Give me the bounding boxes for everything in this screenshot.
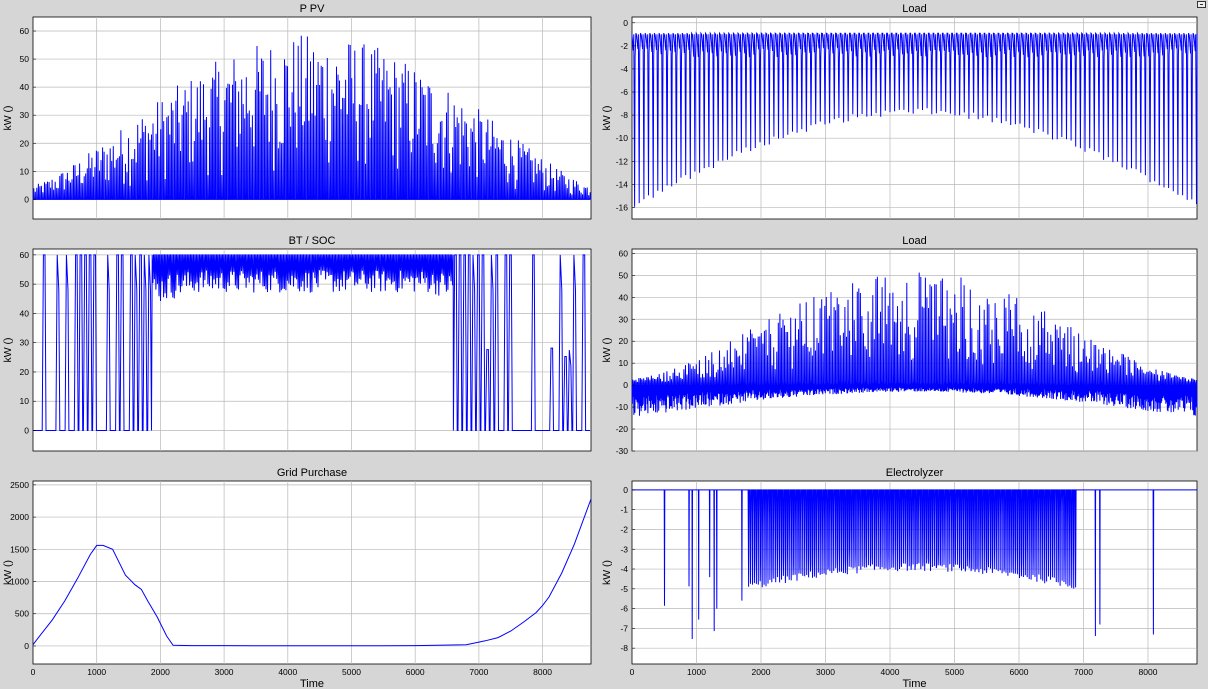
x-axis-label: Time <box>902 678 926 689</box>
x-tick-label: 8000 <box>1139 667 1158 677</box>
y-tick-label: 0 <box>24 426 29 436</box>
y-tick-label: 50 <box>20 279 30 289</box>
y-tick-label: 10 <box>20 166 30 176</box>
y-tick-label: 2000 <box>10 512 29 522</box>
plot-area <box>32 480 592 665</box>
y-tick-label: 40 <box>619 292 629 302</box>
y-tick-label: 500 <box>15 609 29 619</box>
x-tick-label: 1000 <box>687 667 706 677</box>
y-tick-label: -10 <box>616 133 629 143</box>
y-tick-label: 1500 <box>10 544 29 554</box>
chart-panel-4: 60 50 40 30 20 10 0 -10 -20 -30 Load kW () <box>601 235 1198 456</box>
y-tick-label: -4 <box>620 64 628 74</box>
y-tick-label: 0 <box>623 380 628 390</box>
x-tick-label: 2000 <box>752 667 771 677</box>
y-tick-label: -6 <box>620 604 628 614</box>
y-axis-label: kW () <box>2 105 14 130</box>
x-tick-label: 8000 <box>533 667 552 677</box>
x-tick-label: 0 <box>630 667 635 677</box>
chart-panel-1: 0 10 20 30 40 50 60 P PV kW () <box>2 3 592 220</box>
y-tick-label: -2 <box>620 524 628 534</box>
x-tick-label: 7000 <box>469 667 488 677</box>
y-tick-label: -4 <box>620 564 628 574</box>
y-tick-label: 20 <box>619 336 629 346</box>
y-tick-label: -2 <box>620 41 628 51</box>
y-tick-label: 0 <box>24 194 29 204</box>
y-tick-label: -10 <box>616 402 629 412</box>
chart-title: Electrolyzer <box>886 467 944 479</box>
y-tick-label: -5 <box>620 584 628 594</box>
y-tick-label: 0 <box>623 485 628 495</box>
y-tick-label: -1 <box>620 505 628 515</box>
series-line <box>631 31 1198 207</box>
y-tick-label: -8 <box>620 110 628 120</box>
y-tick-label: 60 <box>20 250 30 260</box>
y-tick-label: 50 <box>619 270 629 280</box>
series-line <box>32 498 592 647</box>
chart-panel-5: 0 500 1000 1500 2000 2500 0 1000 2000 3000 4000 500… <box>2 467 592 689</box>
y-tick-label: -7 <box>620 623 628 633</box>
x-tick-label: 6000 <box>1010 667 1029 677</box>
chart-title: Load <box>902 235 926 247</box>
x-tick-label: 2000 <box>151 667 170 677</box>
series-line <box>631 272 1198 416</box>
x-tick-label: 3000 <box>215 667 234 677</box>
y-axis-label: kW () <box>601 560 613 585</box>
y-tick-label: 50 <box>20 54 30 64</box>
x-axis-label: Time <box>300 678 324 689</box>
y-tick-label: -14 <box>616 179 629 189</box>
y-tick-label: 2500 <box>10 480 29 490</box>
y-tick-label: 30 <box>20 338 30 348</box>
y-axis-label: kW () <box>601 105 613 130</box>
x-tick-label: 0 <box>31 667 36 677</box>
y-tick-label: 30 <box>20 110 30 120</box>
series-line <box>33 35 591 200</box>
y-tick-label: 20 <box>20 367 30 377</box>
chart-title: P PV <box>300 3 326 15</box>
y-tick-label: -16 <box>616 202 629 212</box>
chart-panel-3: 0 10 20 30 40 50 60 BT / SOC kW () <box>2 235 592 452</box>
chart-panel-6: 0 -1 -2 -3 -4 -5 -6 -7 -8 0 1000 2000 3000 4000 5000 60… <box>601 467 1198 689</box>
y-tick-label: 20 <box>20 138 30 148</box>
y-tick-label: 30 <box>619 314 629 324</box>
chart-title: Grid Purchase <box>277 467 347 479</box>
y-tick-label: -8 <box>620 643 628 653</box>
x-tick-label: 5000 <box>342 667 361 677</box>
x-tick-label: 4000 <box>278 667 297 677</box>
chart-panel-2: 0 -2 -4 -6 -8 -10 -12 -14 -16 Load kW () <box>601 3 1198 220</box>
y-tick-label: 60 <box>20 26 30 36</box>
y-axis-label: kW () <box>601 337 613 362</box>
x-tick-label: 6000 <box>406 667 425 677</box>
y-tick-label: 0 <box>24 641 29 651</box>
x-tick-label: 7000 <box>1074 667 1093 677</box>
y-tick-label: 40 <box>20 308 30 318</box>
y-tick-label: 10 <box>619 358 629 368</box>
y-tick-label: 1000 <box>10 577 29 587</box>
x-tick-label: 1000 <box>87 667 106 677</box>
y-tick-label: -6 <box>620 87 628 97</box>
y-tick-label: 10 <box>20 396 30 406</box>
y-tick-label: 60 <box>619 248 629 258</box>
y-tick-label: -30 <box>616 446 629 456</box>
chart-title: BT / SOC <box>289 235 336 247</box>
y-axis-label: kW () <box>2 560 14 585</box>
y-tick-label: 0 <box>623 18 628 28</box>
series-line <box>632 489 1197 640</box>
y-tick-label: 40 <box>20 82 30 92</box>
series-line <box>33 254 591 431</box>
chart-title: Load <box>902 3 926 15</box>
y-tick-label: -12 <box>616 156 629 166</box>
x-tick-label: 4000 <box>881 667 900 677</box>
x-tick-label: 5000 <box>945 667 964 677</box>
x-tick-label: 3000 <box>816 667 835 677</box>
y-tick-label: -20 <box>616 424 629 434</box>
y-tick-label: -3 <box>620 544 628 554</box>
y-axis-label: kW () <box>2 337 14 362</box>
window-dock-icon[interactable] <box>1197 1 1206 8</box>
